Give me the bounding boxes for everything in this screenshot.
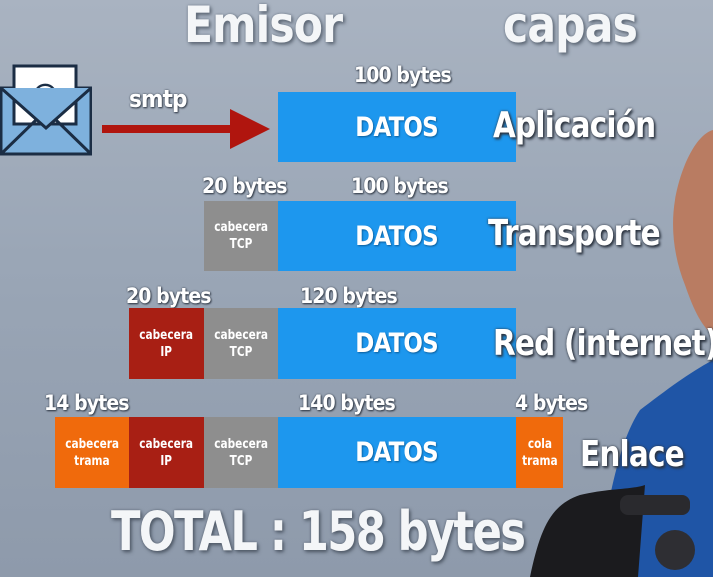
app-datos-block: DATOS xyxy=(278,92,516,162)
net-tcp-header: cabecera TCP xyxy=(204,308,278,379)
app-datos-size: 100 bytes xyxy=(354,63,452,87)
link-tcp-header: cabecera TCP xyxy=(204,417,278,488)
arrow-right-icon xyxy=(102,109,270,149)
total-bytes: TOTAL : 158 bytes xyxy=(111,500,526,563)
link-datos-block: DATOS xyxy=(278,417,516,488)
layer-aplicacion: Aplicación xyxy=(493,105,656,146)
transport-tcp-header: cabecera TCP xyxy=(204,201,278,271)
presenter-silhouette xyxy=(530,130,713,577)
net-ip-size: 20 bytes xyxy=(126,284,212,308)
link-ip-header: cabecera IP xyxy=(129,417,204,488)
envelope-at-icon: @ xyxy=(0,64,92,156)
layer-transporte: Transporte xyxy=(488,213,661,254)
layers-title: capas xyxy=(503,0,638,54)
transport-datos-size: 100 bytes xyxy=(351,174,449,198)
link-datos-size: 140 bytes xyxy=(298,391,396,415)
protocol-label: smtp xyxy=(129,85,187,113)
layer-enlace: Enlace xyxy=(580,434,685,475)
transport-datos-block: DATOS xyxy=(278,201,516,271)
link-trama-size: 14 bytes xyxy=(44,391,130,415)
link-cola-trailer: cola trama xyxy=(516,417,563,488)
link-trama-header: cabecera trama xyxy=(55,417,129,488)
net-ip-header: cabecera IP xyxy=(129,308,204,379)
net-datos-size: 120 bytes xyxy=(300,284,398,308)
net-datos-block: DATOS xyxy=(278,308,516,379)
transport-tcp-size: 20 bytes xyxy=(202,174,288,198)
layer-red: Red (internet) xyxy=(493,323,713,364)
sender-title: Emisor xyxy=(184,0,343,54)
link-cola-size: 4 bytes xyxy=(515,391,588,415)
